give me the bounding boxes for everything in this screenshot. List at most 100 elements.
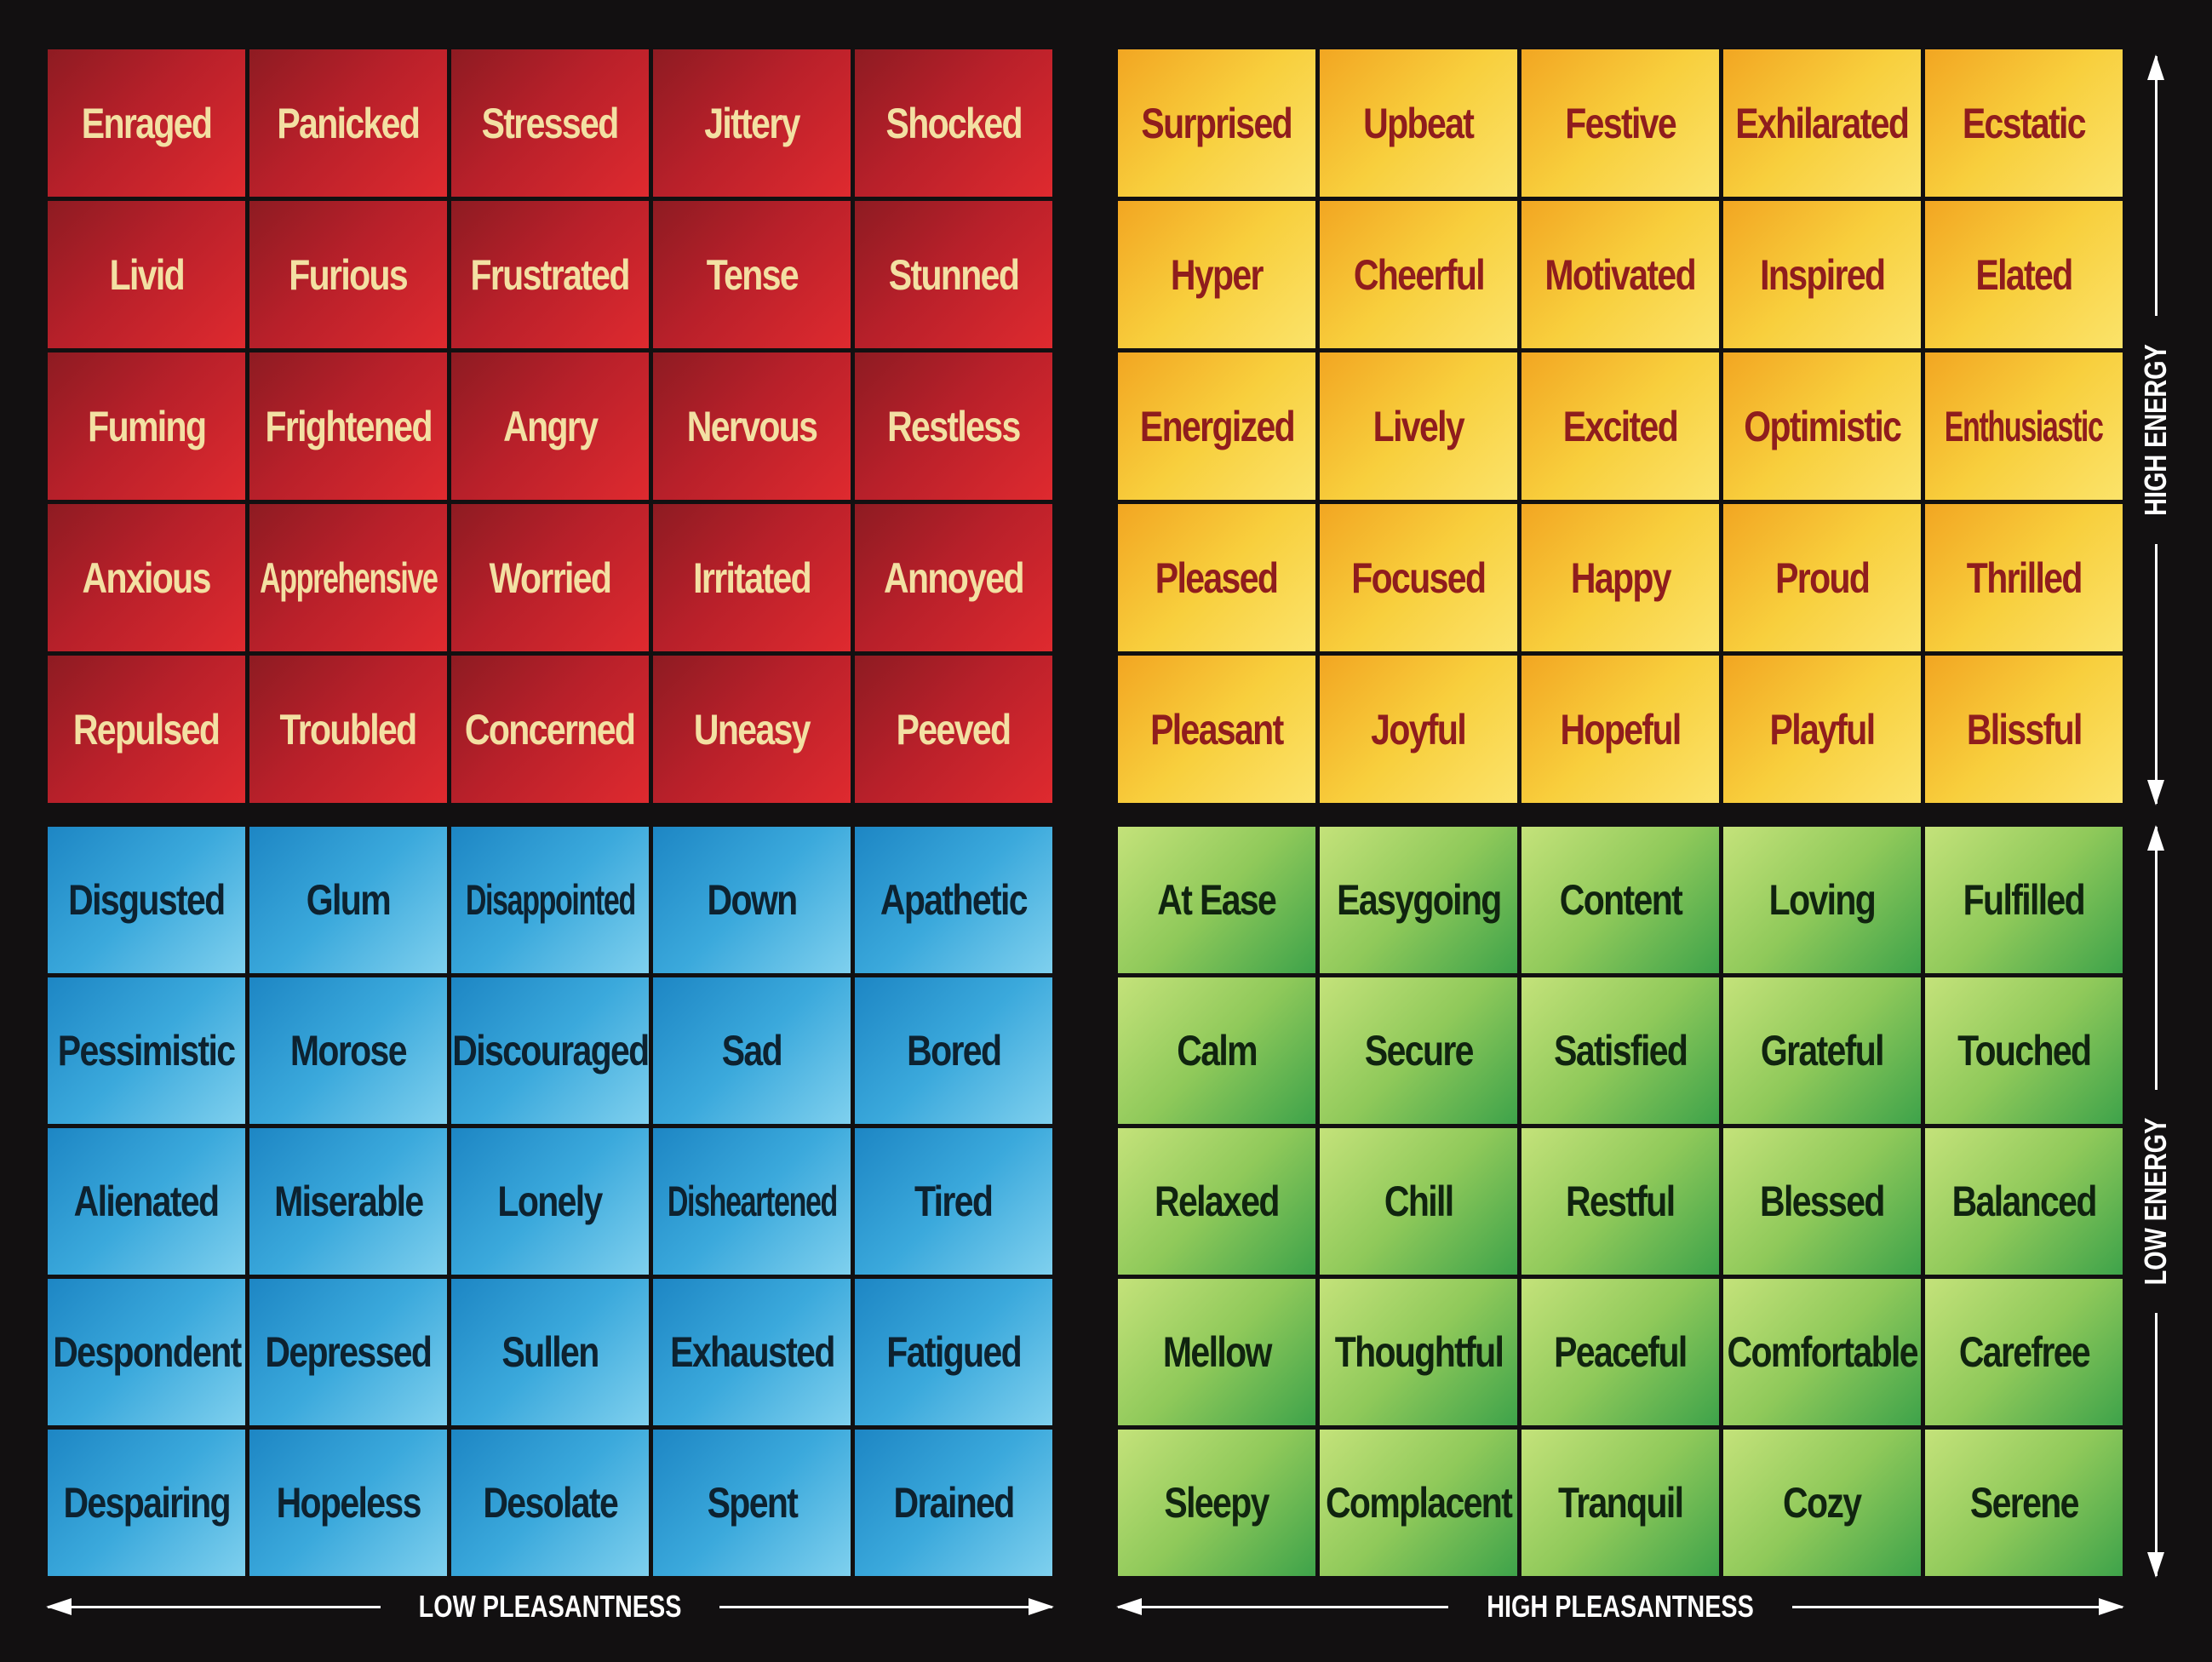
high-pleasantness-label: HIGH PLEASANTNESS bbox=[1487, 1589, 1754, 1624]
emotion-label: Relaxed bbox=[1155, 1178, 1280, 1225]
emotion-cell-green: Satisfied bbox=[1521, 977, 1719, 1124]
low-pleasantness-axis: LOW PLEASANTNESS bbox=[46, 1589, 1055, 1624]
emotion-label: Concerned bbox=[465, 705, 636, 754]
emotion-cell-blue: Lonely bbox=[451, 1128, 649, 1275]
emotion-label: Desolate bbox=[483, 1479, 618, 1527]
emotion-cell-green: Cozy bbox=[1723, 1430, 1921, 1576]
emotion-label: Cozy bbox=[1783, 1479, 1862, 1527]
emotion-label: Touched bbox=[1957, 1027, 2092, 1075]
emotion-label: Disgusted bbox=[68, 876, 226, 924]
emotion-cell-red: Fuming bbox=[48, 352, 245, 500]
emotion-cell-blue: Bored bbox=[855, 977, 1052, 1124]
emotion-cell-red: Shocked bbox=[855, 49, 1052, 197]
emotion-cell-blue: Disappointed bbox=[451, 827, 649, 973]
emotion-cell-blue: Disheartened bbox=[653, 1128, 851, 1275]
emotion-label: Disappointed bbox=[465, 876, 635, 924]
emotion-label: Lively bbox=[1372, 402, 1465, 450]
emotion-label: Panicked bbox=[277, 99, 421, 147]
emotion-label: Nervous bbox=[686, 402, 818, 450]
emotion-label: Exhilarated bbox=[1735, 99, 1910, 147]
axis-line bbox=[2146, 825, 2164, 1090]
emotion-cell-red: Annoyed bbox=[855, 504, 1052, 651]
emotion-cell-yellow: Inspired bbox=[1723, 201, 1921, 348]
emotion-label: Complacent bbox=[1325, 1479, 1513, 1527]
emotion-cell-green: Chill bbox=[1320, 1128, 1517, 1275]
emotion-label: Cheerful bbox=[1353, 250, 1485, 299]
emotion-cell-green: Relaxed bbox=[1118, 1128, 1315, 1275]
emotion-cell-yellow: Playful bbox=[1723, 656, 1921, 803]
emotion-label: Hopeless bbox=[276, 1479, 421, 1527]
emotion-label: Surprised bbox=[1141, 99, 1293, 147]
emotion-label: Motivated bbox=[1544, 250, 1697, 299]
high-energy-axis: HIGH ENERGY bbox=[2138, 54, 2173, 806]
emotion-cell-green: Complacent bbox=[1320, 1430, 1517, 1576]
emotion-label: Tired bbox=[914, 1178, 994, 1225]
emotion-label: Hyper bbox=[1170, 250, 1264, 299]
emotion-label: Spent bbox=[707, 1479, 798, 1527]
emotion-label: Enraged bbox=[81, 99, 213, 147]
emotion-label: Discouraged bbox=[451, 1027, 649, 1075]
emotion-cell-red: Repulsed bbox=[48, 656, 245, 803]
emotion-cell-green: Easygoing bbox=[1320, 827, 1517, 973]
emotion-label: Easygoing bbox=[1336, 876, 1502, 924]
emotion-label: Stressed bbox=[481, 99, 620, 147]
emotion-label: Thoughtful bbox=[1334, 1328, 1504, 1376]
emotion-label: Balanced bbox=[1951, 1178, 2097, 1225]
emotion-label: Furious bbox=[289, 250, 409, 299]
low-pleasantness-label: LOW PLEASANTNESS bbox=[418, 1589, 682, 1624]
emotion-cell-yellow: Enthusiastic bbox=[1925, 352, 2123, 500]
quadrant-yellow-high-energy-high-pleasantness: Surprised Upbeat Festive Exhilarated Ecstati… bbox=[1118, 49, 2123, 803]
emotion-label: Proud bbox=[1774, 553, 1871, 602]
emotion-cell-yellow: Energized bbox=[1118, 352, 1315, 500]
emotion-label: Enthusiastic bbox=[1945, 402, 2104, 450]
emotion-cell-green: Carefree bbox=[1925, 1279, 2123, 1425]
emotion-label: Sleepy bbox=[1164, 1479, 1270, 1527]
emotion-cell-green: Mellow bbox=[1118, 1279, 1315, 1425]
emotion-cell-red: Apprehensive bbox=[249, 504, 447, 651]
emotion-cell-green: At Ease bbox=[1118, 827, 1315, 973]
emotion-cell-yellow: Upbeat bbox=[1320, 49, 1517, 197]
emotion-cell-blue: Drained bbox=[855, 1430, 1052, 1576]
quadrant-blue-low-energy-low-pleasantness: Disgusted Glum Disappointed Down Apathetic Pe… bbox=[48, 827, 1052, 1576]
emotion-cell-blue: Discouraged bbox=[451, 977, 649, 1124]
high-energy-label: HIGH ENERGY bbox=[2138, 344, 2173, 516]
axis-line bbox=[719, 1597, 1055, 1615]
emotion-cell-yellow: Motivated bbox=[1521, 201, 1719, 348]
emotion-label: Upbeat bbox=[1363, 99, 1475, 147]
low-energy-label: LOW ENERGY bbox=[2138, 1117, 2173, 1286]
emotion-label: Fatigued bbox=[886, 1328, 1022, 1376]
emotion-cell-yellow: Optimistic bbox=[1723, 352, 1921, 500]
emotion-label: Despondent bbox=[52, 1328, 242, 1376]
emotion-cell-red: Troubled bbox=[249, 656, 447, 803]
emotion-label: Festive bbox=[1565, 99, 1676, 147]
emotion-label: Restless bbox=[887, 402, 1021, 450]
arrow-left-icon bbox=[46, 1597, 72, 1615]
emotion-label: Serene bbox=[1969, 1479, 2080, 1527]
emotion-cell-red: Uneasy bbox=[653, 656, 851, 803]
emotion-label: Focused bbox=[1351, 553, 1487, 602]
high-pleasantness-axis: HIGH PLEASANTNESS bbox=[1116, 1589, 2125, 1624]
emotion-cell-blue: Alienated bbox=[48, 1128, 245, 1275]
arrow-down-icon bbox=[2146, 1552, 2164, 1579]
emotion-label: Anxious bbox=[82, 553, 212, 602]
emotion-cell-yellow: Ecstatic bbox=[1925, 49, 2123, 197]
emotion-label: Down bbox=[707, 876, 798, 924]
emotion-label: Ecstatic bbox=[1962, 99, 2087, 147]
emotion-label: Troubled bbox=[279, 705, 418, 754]
emotion-label: Elated bbox=[1975, 250, 2073, 299]
axis-line bbox=[1116, 1597, 1448, 1615]
emotion-label: Angry bbox=[502, 402, 599, 450]
emotion-label: Pessimistic bbox=[58, 1027, 236, 1075]
emotion-cell-green: Tranquil bbox=[1521, 1430, 1719, 1576]
emotion-label: Sad bbox=[721, 1027, 783, 1075]
emotion-cell-blue: Despairing bbox=[48, 1430, 245, 1576]
low-energy-axis: LOW ENERGY bbox=[2138, 825, 2173, 1579]
emotion-cell-green: Thoughtful bbox=[1320, 1279, 1517, 1425]
emotion-cell-blue: Desolate bbox=[451, 1430, 649, 1576]
emotion-cell-red: Stunned bbox=[855, 201, 1052, 348]
emotion-cell-green: Fulfilled bbox=[1925, 827, 2123, 973]
emotion-label: Drained bbox=[893, 1479, 1015, 1527]
emotion-cell-blue: Fatigued bbox=[855, 1279, 1052, 1425]
emotion-cell-red: Panicked bbox=[249, 49, 447, 197]
axis-line bbox=[2146, 1313, 2164, 1579]
